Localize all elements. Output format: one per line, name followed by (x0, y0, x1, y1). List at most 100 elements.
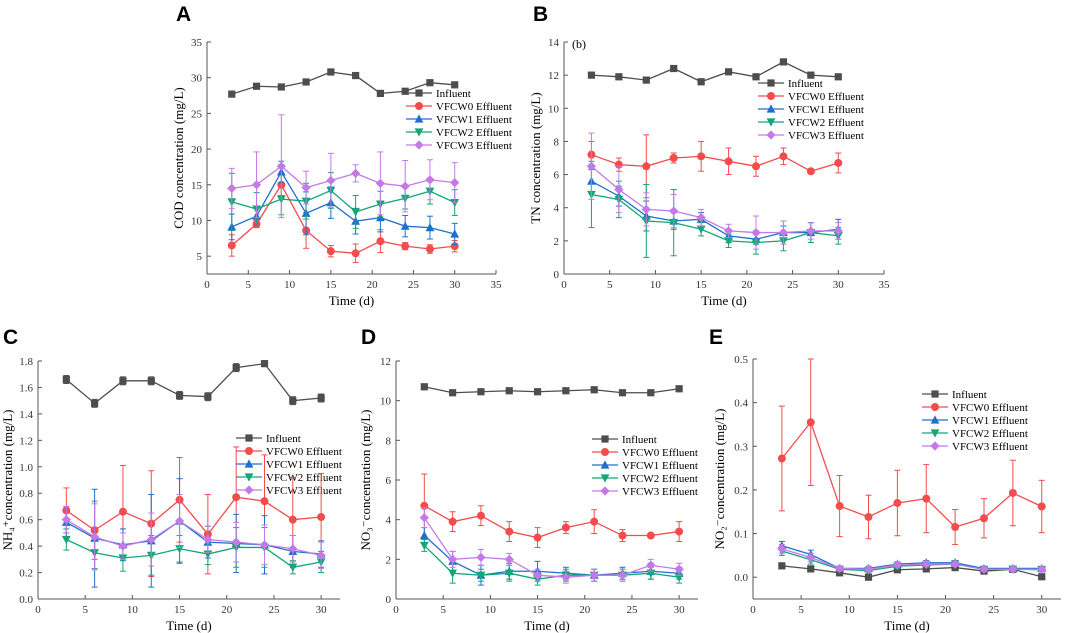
legend-label-vfcw0: VFCW0 Effluent (952, 402, 1028, 414)
y-tick-label: 0.4 (19, 541, 33, 553)
series-line-influent (591, 61, 839, 83)
legend-marker-vfcw2 (600, 474, 610, 483)
data-point-vfcw0 (1008, 488, 1017, 497)
legend-label-vfcw0: VFCW0 Effluent (436, 101, 512, 113)
panel-annotation: (b) (572, 37, 586, 51)
data-point-vfcw2 (288, 563, 298, 572)
data-point-vfcw0 (351, 249, 360, 258)
data-point-vfcw3 (504, 554, 514, 564)
x-axis-title: Time (d) (166, 618, 211, 633)
data-point-vfcw0 (118, 507, 127, 516)
data-point-vfcw3 (806, 552, 816, 563)
data-point-vfcw3 (614, 184, 624, 195)
x-tick-label: 0 (35, 604, 41, 616)
y-axis-title: NH₄⁺concentration (mg/L) (0, 410, 15, 551)
data-point-vfcw3 (532, 570, 543, 580)
data-point-vfcw0 (642, 162, 651, 171)
y-tick-label: 1.4 (19, 409, 33, 421)
x-tick-label: 25 (787, 279, 799, 291)
data-point-vfcw3 (351, 168, 361, 178)
data-point-vfcw0 (806, 167, 815, 176)
y-tick-label: 2 (386, 554, 392, 566)
series-vfcw3 (419, 507, 684, 584)
data-point-vfcw3 (696, 213, 706, 223)
x-tick-label: 20 (940, 604, 952, 616)
series-line-vfcw3 (781, 548, 1042, 570)
y-tick-label: 20 (191, 144, 203, 156)
legend-marker-vfcw0 (931, 403, 939, 411)
data-point-influent (317, 394, 325, 402)
x-tick-label: 25 (268, 604, 280, 616)
data-point-influent (779, 58, 788, 66)
data-point-vfcw0 (675, 527, 684, 536)
data-point-vfcw3 (921, 559, 931, 569)
data-point-vfcw1 (400, 221, 410, 230)
series-line-influent (781, 565, 1042, 578)
panel-b: B (b) Time (d) TN concentration (mg/L) I… (528, 3, 890, 308)
data-point-influent (670, 64, 678, 73)
legend-marker-vfcw1 (414, 114, 424, 123)
data-point-vfcw3 (777, 544, 787, 554)
data-point-influent (401, 87, 409, 95)
data-point-vfcw1 (425, 223, 435, 232)
legend-label-influent: Influent (266, 433, 301, 445)
legend-label-vfcw2: VFCW2 Effluent (622, 473, 698, 485)
y-tick-label: 12 (548, 70, 559, 82)
legend-marker-vfcw0 (601, 448, 609, 456)
data-point-vfcw3 (450, 178, 460, 188)
legend-marker-vfcw1 (766, 104, 776, 113)
panel-label: A (176, 3, 191, 26)
y-tick-label: 0.0 (19, 594, 33, 606)
x-tick-label: 15 (696, 279, 708, 291)
x-axis-title: Time (d) (701, 293, 746, 308)
series-line-vfcw0 (423, 505, 680, 539)
x-tick-label: 30 (674, 604, 686, 616)
series-line-vfcw2 (231, 189, 455, 213)
data-point-influent (302, 78, 310, 86)
data-point-influent (618, 389, 627, 397)
x-tick-label: 10 (650, 279, 662, 291)
data-point-vfcw0 (401, 242, 410, 251)
data-point-influent (587, 71, 596, 79)
legend-marker-vfcw1 (244, 459, 254, 468)
data-point-vfcw0 (980, 514, 988, 523)
data-point-vfcw0 (476, 511, 485, 520)
data-point-influent (426, 79, 434, 87)
data-point-vfcw0 (752, 162, 760, 171)
data-point-vfcw2 (351, 208, 361, 217)
legend-marker-vfcw2 (244, 473, 254, 482)
data-point-vfcw2 (724, 237, 733, 246)
y-tick-label: 0.3 (734, 441, 748, 453)
series-line-vfcw0 (65, 496, 322, 536)
y-tick-label: 8 (386, 435, 392, 447)
data-point-influent (119, 377, 127, 385)
data-point-vfcw3 (669, 206, 679, 216)
data-point-influent (204, 393, 212, 401)
legend-marker-vfcw3 (600, 486, 610, 496)
x-tick-label: 10 (485, 604, 497, 616)
data-point-vfcw0 (448, 517, 457, 526)
data-point-vfcw0 (288, 515, 297, 524)
y-tick-label: 6 (386, 475, 392, 487)
y-tick-label: 0.6 (19, 515, 33, 527)
y-tick-label: 0.8 (19, 488, 33, 500)
data-point-vfcw3 (146, 534, 156, 545)
x-axis-title: Time (d) (329, 293, 374, 308)
y-tick-label: 12 (380, 356, 391, 368)
y-tick-label: 10 (380, 396, 392, 408)
legend-marker-vfcw0 (415, 102, 423, 110)
data-point-influent (449, 389, 457, 397)
data-point-vfcw3 (61, 515, 71, 525)
data-point-influent (615, 73, 623, 81)
legend-label-influent: Influent (788, 78, 823, 90)
y-tick-label: 15 (191, 180, 203, 192)
x-tick-label: 20 (221, 604, 233, 616)
x-tick-label: 5 (440, 604, 446, 616)
data-point-influent (147, 377, 155, 385)
x-tick-label: 15 (532, 604, 544, 616)
series-line-influent (424, 386, 680, 394)
series-line-vfcw0 (781, 420, 1043, 528)
data-point-vfcw3 (1037, 564, 1047, 574)
legend-label-vfcw2: VFCW2 Effluent (436, 127, 512, 139)
series-line-vfcw2 (423, 544, 680, 580)
